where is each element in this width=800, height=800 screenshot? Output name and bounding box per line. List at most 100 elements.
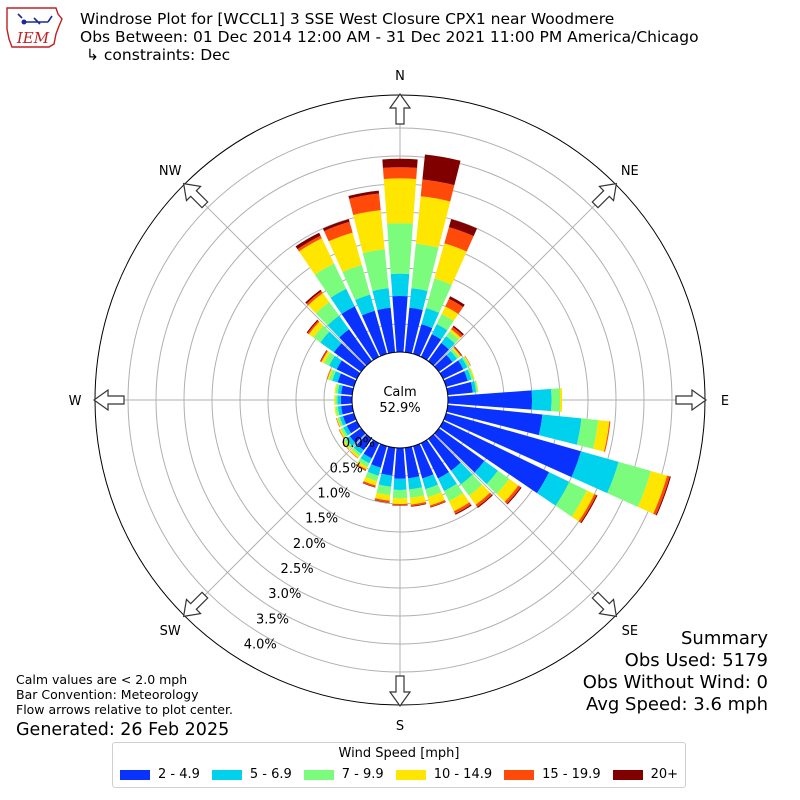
windrose-bar-segment: [334, 406, 338, 417]
windrose-bar-segment: [441, 306, 459, 321]
windrose-bar-segment: [448, 219, 478, 237]
chart-title: Windrose Plot for [WCCL1] 3 SSE West Clo…: [80, 10, 615, 28]
windrose-bar-segment: [358, 458, 370, 467]
windrose-bar-segment: [429, 499, 446, 508]
windrose-bar-segment: [409, 495, 426, 505]
windrose-bar-segment: [324, 221, 353, 242]
summary-panel: Summary Obs Used: 5179 Obs Without Wind:…: [583, 628, 768, 716]
windrose-bar-segment: [555, 481, 587, 517]
legend-item: 10 - 14.9: [395, 767, 493, 782]
legend-swatch: [395, 769, 426, 780]
compass-label: S: [396, 719, 404, 734]
windrose-bar-segment: [450, 348, 460, 359]
windrose-bar-segment: [607, 461, 651, 507]
legend-label: 10 - 14.9: [433, 767, 493, 782]
windrose-bar-segment: [337, 373, 357, 387]
constraints-label: ↳ constraints: Dec: [86, 46, 231, 64]
windrose-bar-segment: [464, 369, 472, 381]
radial-tick-label: 2.5%: [281, 562, 314, 577]
windrose-bar-segment: [426, 278, 452, 313]
obs-used: Obs Used: 5179: [624, 650, 768, 671]
legend-swatch: [119, 769, 150, 780]
windrose-bar-segment: [363, 476, 378, 486]
windrose-bar-segment: [420, 439, 450, 479]
windrose-bar-segment: [353, 444, 364, 454]
windrose-bar-segment: [348, 190, 380, 199]
windrose-bar-segment: [346, 436, 356, 447]
windrose-bar-segment: [441, 336, 455, 350]
windrose-bar-segment: [504, 485, 521, 504]
windrose-bar-segment: [327, 369, 333, 380]
windrose-bar-segment: [415, 196, 451, 248]
windrose-bar-segment: [413, 443, 434, 479]
legend-item: 7 - 9.9: [303, 767, 384, 782]
compass-label: E: [721, 394, 729, 409]
windrose-bar-segment: [374, 498, 390, 503]
windrose-bar-segment: [428, 434, 461, 471]
windrose-bar-segment: [321, 350, 331, 364]
windrose-bar-segment: [342, 264, 371, 301]
windrose-bar-segment: [382, 158, 418, 168]
compass-label: N: [395, 69, 405, 84]
radial-tick-label: 1.0%: [317, 486, 350, 501]
compass-label: NE: [621, 164, 639, 179]
legend-swatch: [504, 769, 535, 780]
windrose-bar-segment: [349, 451, 359, 459]
windrose-bar-segment: [392, 489, 408, 499]
windrose-bar-segment: [313, 325, 330, 343]
windrose-bar-segment: [603, 421, 611, 452]
windrose-bar-segment: [362, 481, 376, 488]
windrose-bar-segment: [341, 385, 354, 396]
windrose-bar-segment: [326, 368, 332, 380]
windrose-bar-segment: [342, 440, 351, 450]
windrose-bar-segment: [330, 288, 355, 314]
avg-speed: Avg Speed: 3.6 mph: [586, 694, 768, 715]
windrose-bar-segment: [375, 492, 391, 501]
radial-tick-label: 4.0%: [244, 637, 277, 652]
legend: Wind Speed [mph] 2 - 4.9 5 - 6.9 7 - 9.9…: [112, 742, 686, 788]
windrose-bar-segment: [338, 429, 345, 439]
flow-arrow-icon: [182, 182, 209, 209]
windrose-bar-segment: [392, 296, 408, 353]
windrose-bar-segment: [409, 288, 428, 311]
windrose-bar-segment: [447, 390, 532, 410]
windrose-bar-segment: [551, 388, 560, 412]
windrose-bar-segment: [467, 368, 474, 380]
windrose-bar-segment: [443, 413, 581, 478]
compass-label: SE: [622, 624, 638, 639]
windrose-bar-segment: [443, 371, 468, 387]
windrose-bar-segment: [451, 327, 463, 338]
windrose-bar-segment: [349, 428, 366, 444]
windrose-bar-segment: [337, 384, 343, 395]
windrose-bar-segment: [329, 369, 336, 381]
windrose-bar-segment: [377, 307, 396, 354]
windrose-bar-segment: [362, 249, 389, 292]
windrose-bar-segment: [361, 310, 387, 357]
windrose-bar-segment: [407, 476, 423, 490]
legend-item: 5 - 6.9: [211, 767, 292, 782]
windrose-bar-segment: [421, 308, 440, 329]
windrose-bar-segment: [307, 292, 330, 314]
windrose-bar-segment: [381, 446, 396, 476]
legend-label: 2 - 4.9: [157, 767, 200, 782]
windrose-bar-segment: [434, 354, 453, 372]
windrose-bar-segment: [458, 357, 468, 370]
windrose-bar-segment: [371, 443, 387, 468]
windrose-bar-segment: [409, 487, 425, 498]
windrose-bar-segment: [474, 380, 478, 393]
windrose-bar-segment: [341, 404, 354, 415]
windrose-bar-segment: [431, 324, 448, 340]
windrose-bar-segment: [306, 291, 323, 306]
windrose-bar-segment: [469, 368, 475, 380]
windrose-bar-segment: [337, 417, 343, 427]
windrose-bar-segment: [392, 503, 408, 506]
chart-header: Windrose Plot for [WCCL1] 3 SSE West Clo…: [80, 10, 699, 64]
windrose-bar-segment: [422, 474, 439, 490]
windrose-bar-segment: [341, 441, 350, 450]
calm-note: Calm values are < 2.0 mph: [16, 672, 188, 687]
windrose-bar-segment: [420, 179, 455, 202]
windrose-bar-segment: [469, 484, 491, 505]
windrose-bar-segment: [374, 499, 390, 503]
windrose-bar-segment: [571, 490, 595, 522]
windrose-bar-segment: [655, 476, 671, 516]
